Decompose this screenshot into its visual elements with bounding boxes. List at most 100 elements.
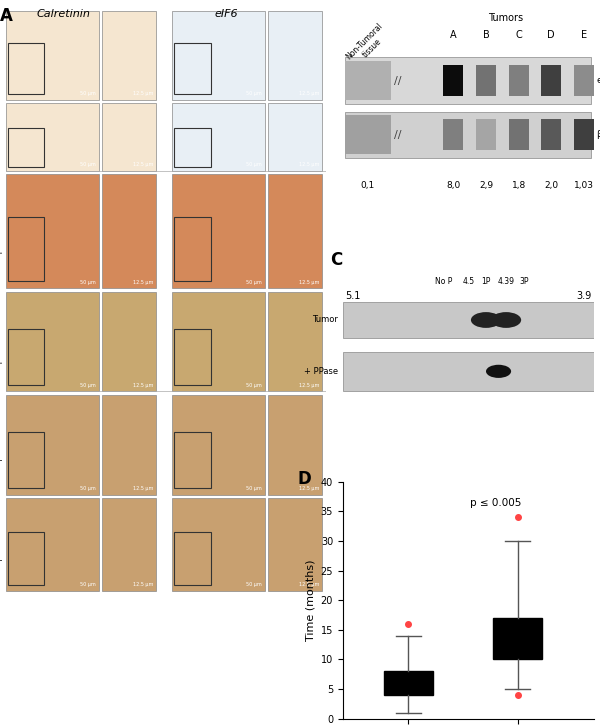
Bar <box>509 119 529 150</box>
Text: B: B <box>482 30 490 41</box>
Bar <box>268 498 322 591</box>
Text: 50 μm: 50 μm <box>80 163 95 167</box>
Circle shape <box>491 312 521 328</box>
Bar <box>172 395 265 494</box>
Text: B: B <box>330 0 343 4</box>
Bar <box>102 395 156 494</box>
Text: 4.39: 4.39 <box>497 277 515 285</box>
Text: A: A <box>450 30 457 41</box>
Text: Biphasic #18: Biphasic #18 <box>0 518 3 568</box>
Bar <box>6 11 99 99</box>
Text: 12.5 μm: 12.5 μm <box>133 582 153 587</box>
Text: 12.5 μm: 12.5 μm <box>299 91 319 96</box>
Text: 3.9: 3.9 <box>576 291 592 301</box>
Bar <box>6 395 99 494</box>
Text: //: // <box>394 76 402 86</box>
Text: 50 μm: 50 μm <box>80 582 95 587</box>
Text: β-Actin: β-Actin <box>596 130 600 139</box>
Bar <box>8 329 44 386</box>
Text: 50 μm: 50 μm <box>246 486 262 491</box>
Text: E: E <box>581 30 587 41</box>
Bar <box>174 432 211 489</box>
Text: 50 μm: 50 μm <box>80 91 95 96</box>
Text: Epitheliod #12: Epitheliod #12 <box>0 311 3 368</box>
Text: 3P: 3P <box>519 277 529 285</box>
Text: 12.5 μm: 12.5 μm <box>133 163 153 167</box>
Bar <box>8 44 44 94</box>
Text: 12.5 μm: 12.5 μm <box>133 91 153 96</box>
Bar <box>346 115 391 154</box>
Text: Calretinin: Calretinin <box>37 9 91 19</box>
Text: Biphasic #16: Biphasic #16 <box>0 417 3 468</box>
Text: 12.5 μm: 12.5 μm <box>299 383 319 388</box>
Text: 12.5 μm: 12.5 μm <box>133 280 153 285</box>
Bar <box>268 395 322 494</box>
Bar <box>509 65 529 96</box>
Bar <box>102 11 156 99</box>
Text: p ≤ 0.005: p ≤ 0.005 <box>470 499 521 508</box>
Text: C: C <box>330 250 343 269</box>
Text: 50 μm: 50 μm <box>246 383 262 388</box>
PathPatch shape <box>384 672 433 695</box>
Text: eIF6: eIF6 <box>215 9 238 19</box>
Text: eIF6: eIF6 <box>596 76 600 85</box>
Text: 12.5 μm: 12.5 μm <box>299 582 319 587</box>
Bar <box>268 103 322 171</box>
Bar <box>343 351 594 391</box>
Bar <box>172 103 265 171</box>
Text: D: D <box>298 470 311 488</box>
Bar <box>174 532 211 585</box>
Text: 12.5 μm: 12.5 μm <box>133 486 153 491</box>
Text: 1,03: 1,03 <box>574 181 594 190</box>
Text: Epitheliod #10: Epitheliod #10 <box>0 201 3 258</box>
Bar <box>8 432 44 489</box>
Text: D: D <box>547 30 555 41</box>
Bar <box>343 301 594 338</box>
Bar <box>174 329 211 386</box>
Bar <box>443 65 463 96</box>
Bar <box>102 292 156 391</box>
Text: 50 μm: 50 μm <box>246 163 262 167</box>
Text: + PPase: + PPase <box>304 367 338 376</box>
Text: Non-Tumoral #2: Non-Tumoral #2 <box>0 105 3 166</box>
Text: 12.5 μm: 12.5 μm <box>299 486 319 491</box>
Bar <box>476 65 496 96</box>
Bar <box>102 103 156 171</box>
Bar <box>174 128 211 167</box>
Bar <box>268 11 322 99</box>
Bar <box>6 103 99 171</box>
Bar <box>574 119 594 150</box>
Bar <box>443 119 463 150</box>
Bar <box>172 292 265 391</box>
Bar <box>346 61 391 100</box>
Bar <box>174 44 211 94</box>
PathPatch shape <box>493 618 542 659</box>
Bar <box>6 174 99 288</box>
Text: 4.5: 4.5 <box>463 277 475 285</box>
Bar <box>346 112 592 158</box>
Bar <box>574 65 594 96</box>
Y-axis label: Time (months): Time (months) <box>305 560 315 641</box>
Bar <box>102 174 156 288</box>
Circle shape <box>471 312 501 328</box>
Text: C: C <box>515 30 522 41</box>
Text: 50 μm: 50 μm <box>80 383 95 388</box>
Text: No P: No P <box>434 277 452 285</box>
Text: Non-Tumoral #1: Non-Tumoral #1 <box>0 23 3 84</box>
Text: 8,0: 8,0 <box>446 181 460 190</box>
Bar <box>8 216 44 281</box>
Text: 12.5 μm: 12.5 μm <box>299 280 319 285</box>
Bar <box>476 119 496 150</box>
Bar <box>8 532 44 585</box>
Bar <box>346 57 592 104</box>
Text: 0,1: 0,1 <box>361 181 375 190</box>
Text: 50 μm: 50 μm <box>246 582 262 587</box>
Bar <box>174 216 211 281</box>
Text: Non-Tumoral
tissue: Non-Tumoral tissue <box>344 21 392 68</box>
Bar <box>268 174 322 288</box>
Bar <box>172 174 265 288</box>
Text: 2,0: 2,0 <box>544 181 559 190</box>
Bar <box>6 498 99 591</box>
Text: 50 μm: 50 μm <box>80 280 95 285</box>
Text: 50 μm: 50 μm <box>246 280 262 285</box>
